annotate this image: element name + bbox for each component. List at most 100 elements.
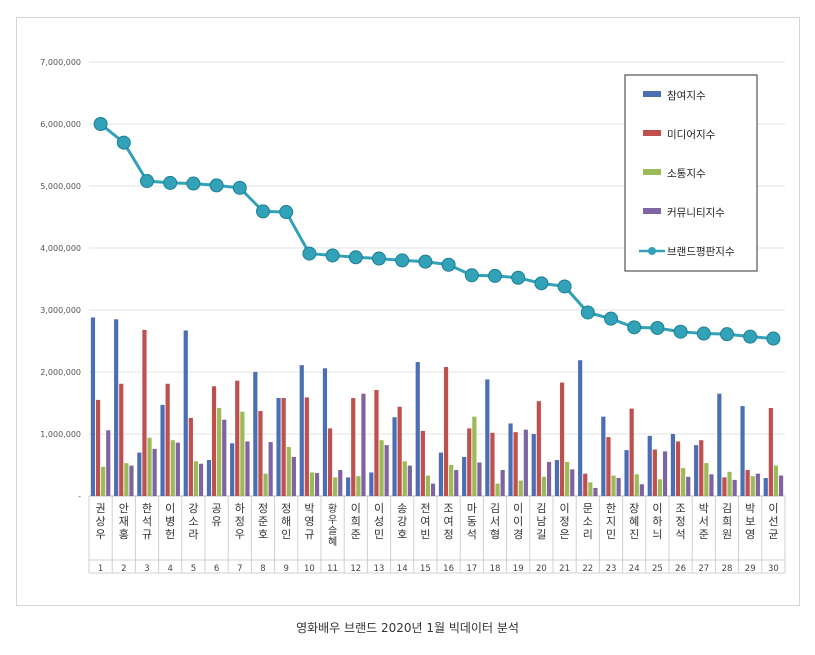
bar-참여지수 <box>322 368 328 496</box>
bar-미디어지수 <box>281 398 286 496</box>
category-char: 호 <box>397 528 407 541</box>
bar-참여지수 <box>508 423 513 496</box>
point-브랜드평판지수 <box>418 254 433 269</box>
point-브랜드평판지수 <box>348 250 363 265</box>
category-char: 희 <box>722 515 732 528</box>
rank-label: 20 <box>536 564 547 574</box>
rank-label: 4 <box>167 564 172 574</box>
category-char: 서 <box>490 515 500 528</box>
point-브랜드평판지수 <box>743 329 758 344</box>
category-char: 김 <box>722 502 732 515</box>
category-char: 황 <box>328 503 337 515</box>
chart-caption: 영화배우 브랜드 2020년 1월 빅데이터 분석 <box>296 621 519 635</box>
bar-커뮤니티지수 <box>570 469 575 496</box>
bar-커뮤니티지수 <box>477 462 482 496</box>
bar-소통지수 <box>263 473 268 496</box>
bar-참여지수 <box>578 360 583 496</box>
category-char: 이 <box>165 502 175 515</box>
bar-소통지수 <box>101 466 106 496</box>
category-char: 여 <box>420 515 430 528</box>
point-브랜드평판지수 <box>395 253 410 268</box>
bar-커뮤니티지수 <box>778 475 784 496</box>
bar-소통지수 <box>402 461 407 496</box>
bar-소통지수 <box>309 472 315 496</box>
category-char: 한 <box>142 502 152 515</box>
bar-미디어지수 <box>699 440 704 496</box>
point-브랜드평판지수 <box>163 175 178 190</box>
bar-참여지수 <box>230 443 235 496</box>
bar-커뮤니티지수 <box>152 448 157 496</box>
category-char: 지 <box>606 515 616 528</box>
bar-소통지수 <box>425 475 431 496</box>
bar-참여지수 <box>531 434 536 496</box>
bar-커뮤니티지수 <box>222 419 227 496</box>
bar-참여지수 <box>114 319 119 496</box>
bar-미디어지수 <box>513 432 518 496</box>
category-char: 석 <box>676 528 686 541</box>
bar-소통지수 <box>472 416 477 496</box>
category-char: 이 <box>374 502 384 515</box>
category-char: 빈 <box>420 528 430 541</box>
category-char: 이 <box>560 502 570 515</box>
bar-소통지수 <box>147 437 152 496</box>
category-char: 준 <box>699 528 709 541</box>
bar-커뮤니티지수 <box>662 451 668 496</box>
point-브랜드평판지수 <box>279 205 294 220</box>
category-char: 상 <box>96 515 106 528</box>
point-브랜드평판지수 <box>232 180 247 195</box>
category-char: 정 <box>235 515 245 528</box>
bar-미디어지수 <box>768 407 773 496</box>
category-char: 문 <box>583 502 593 515</box>
rank-label: 14 <box>397 564 408 574</box>
bar-참여지수 <box>276 398 281 496</box>
category-char: 안 <box>119 502 129 515</box>
bar-소통지수 <box>240 411 245 496</box>
bar-참여지수 <box>717 393 722 496</box>
bar-미디어지수 <box>420 430 425 496</box>
point-브랜드평판지수 <box>696 326 711 341</box>
category-char: 영 <box>745 528 755 541</box>
bar-커뮤니티지수 <box>593 487 598 496</box>
bar-커뮤니티지수 <box>407 465 412 496</box>
point-브랜드평판지수 <box>766 331 781 346</box>
y-tick-label: 5,000,000 <box>40 182 81 191</box>
point-브랜드평판지수 <box>464 268 479 283</box>
category-char: 강 <box>188 502 198 515</box>
category-char: 규 <box>304 528 314 541</box>
bar-미디어지수 <box>467 428 472 496</box>
bar-소통지수 <box>333 477 338 496</box>
bar-참여지수 <box>90 317 96 496</box>
category-char: 해 <box>281 514 291 528</box>
category-char: 박 <box>745 502 755 515</box>
bar-소통지수 <box>379 440 384 496</box>
rank-label: 3 <box>144 564 149 574</box>
bar-커뮤니티지수 <box>245 441 250 496</box>
bar-소통지수 <box>170 440 175 496</box>
rank-label: 28 <box>722 564 733 574</box>
bar-참여지수 <box>763 478 768 496</box>
category-char: 박 <box>304 502 314 515</box>
bar-미디어지수 <box>606 437 611 496</box>
category-char: 보 <box>745 515 755 528</box>
category-char: 혜 <box>629 515 639 528</box>
bar-참여지수 <box>392 417 397 496</box>
rank-label: 23 <box>606 564 617 574</box>
category-char: 석 <box>142 515 152 528</box>
bar-소통지수 <box>356 476 361 496</box>
category-char: 우 <box>96 528 106 541</box>
legend-swatch <box>643 208 661 214</box>
category-char: 유 <box>212 515 222 528</box>
category-char: 민 <box>606 528 616 541</box>
legend-label: 미디어지수 <box>667 129 716 141</box>
